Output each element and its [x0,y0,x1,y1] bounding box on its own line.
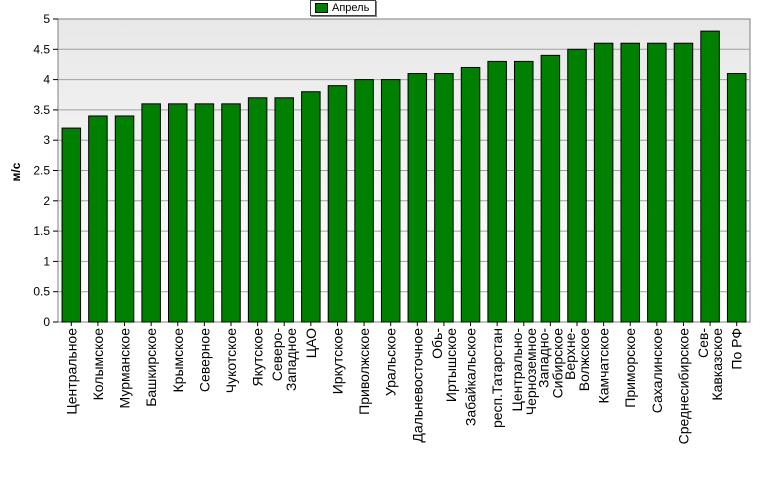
y-axis-label: м/с [9,162,23,181]
x-tick-label: Черноземное [523,328,539,415]
bar [434,73,454,323]
y-tick-label: 0 [43,315,50,329]
x-tick-label: Башкирское [143,328,159,407]
bar [567,48,587,323]
y-tick-label: 0.5 [33,285,50,299]
bar [168,103,188,323]
y-tick-label: 4.5 [33,42,50,56]
x-tick-label: Сахалинское [649,328,665,413]
x-tick-label: Камчатское [596,328,612,404]
bar [620,42,640,323]
legend: Апрель [310,0,377,16]
bar [514,60,534,323]
x-tick-label: респ.Татарстан [489,328,505,428]
x-tick-label: Приморское [622,328,638,408]
x-axis-tick-labels: Центральное Колымское Мурманское Башкирское… [63,322,745,445]
x-tick-label: Иркутское [329,328,345,394]
x-tick-label: По РФ [729,328,745,370]
x-tick-label: Волжское [576,328,592,391]
legend-swatch [315,3,328,13]
x-tick-label: Уральское [383,328,399,396]
x-tick-label: Центральное [63,328,79,415]
bar [380,79,401,323]
y-tick-label: 2.5 [33,164,50,178]
bar [673,42,694,323]
bar [61,127,82,323]
x-tick-label: Дальневосточное [409,328,425,443]
x-tick-label: Якутское [250,328,266,387]
x-tick-label: Сев- [695,328,711,358]
bar [141,103,161,323]
bar [354,79,374,323]
x-tick-label: Кавказское [709,328,725,401]
bar [247,97,268,323]
bar [221,103,241,323]
x-tick-label: Приволжское [356,328,372,415]
x-tick-label: Верхне- [562,328,578,380]
bar [274,97,294,323]
y-tick-label: 3.5 [33,103,50,117]
x-tick-label: Колымское [90,328,106,401]
bar [726,73,747,323]
y-tick-label: 1 [43,254,50,268]
x-tick-label: Северное [196,328,212,392]
bar [647,42,667,323]
bar [327,85,348,323]
y-tick-label: 4 [43,73,50,87]
y-tick-label: 5 [43,12,50,26]
x-tick-label: Центрально- [509,328,525,412]
bar [593,42,614,323]
x-tick-label: Западно- [535,328,551,388]
bar [194,103,215,323]
x-tick-label: Мурманское [117,328,133,409]
bar [700,30,720,323]
x-tick-label: Иртышское [443,328,459,402]
x-tick-label: Среднесибирское [675,328,691,445]
bars [61,30,747,323]
legend-label: Апрель [332,2,370,14]
y-axis-ticks: 0 0.5 1 1.5 2 2.5 3 3.5 4 4.5 5 [33,12,58,329]
x-tick-label: Западное [283,328,299,391]
bar [301,91,321,323]
bar [460,66,481,323]
bar [407,73,428,323]
x-tick-label: Обь- [429,328,445,359]
x-tick-label: Крымское [170,328,186,393]
bar [487,60,507,323]
bar [114,115,135,323]
x-tick-label: Сибирское [549,328,565,399]
x-tick-label: Северо- [269,328,285,382]
bar [88,115,108,323]
x-tick-label: ЦАО [303,328,319,358]
x-tick-label: Забайкальское [463,328,479,426]
x-tick-label: Чукотское [223,328,239,393]
y-tick-label: 1.5 [33,224,50,238]
y-tick-label: 2 [43,194,50,208]
y-tick-label: 3 [43,133,50,147]
bar [540,54,561,323]
